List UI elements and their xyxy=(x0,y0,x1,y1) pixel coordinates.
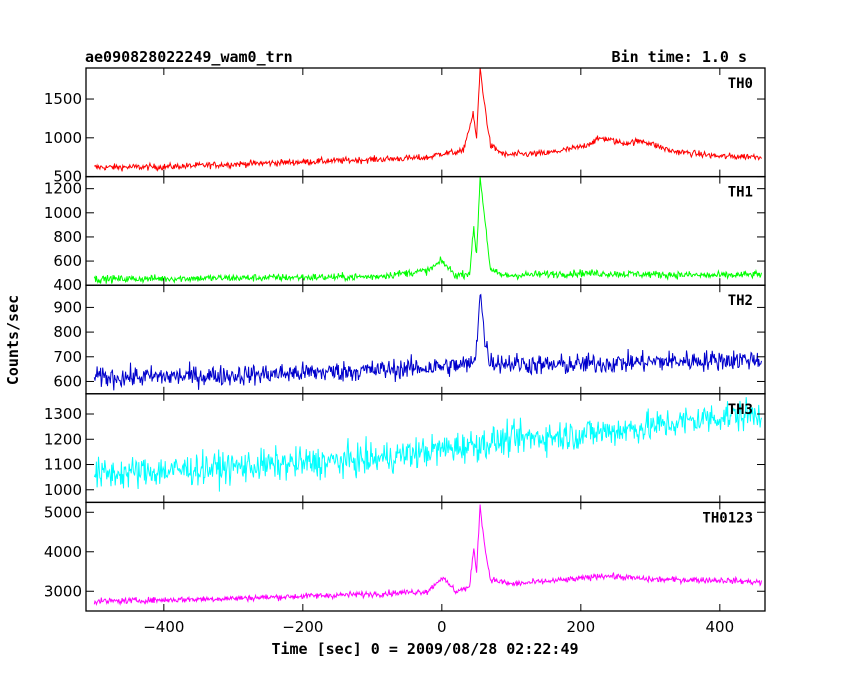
panel-label: TH2 xyxy=(728,293,753,309)
panels-group: 500 1000 1500 TH0 400 600 800 1000 1200 TH1 600 700… xyxy=(44,67,766,636)
y-tick-label: 1300 xyxy=(44,405,82,423)
y-tick-label: 500 xyxy=(53,168,82,186)
series-th0123 xyxy=(93,504,762,607)
y-tick-label: 3000 xyxy=(44,582,82,600)
y-tick-label: 600 xyxy=(53,252,82,270)
y-tick-label: 4000 xyxy=(44,543,82,561)
panel-th0: 500 1000 1500 TH0 xyxy=(44,67,766,186)
y-tick-label: 1500 xyxy=(44,90,82,108)
panel-frame xyxy=(85,284,766,395)
x-tick-label: −400 xyxy=(143,618,184,636)
series-th2 xyxy=(93,293,762,391)
y-tick-label: 1100 xyxy=(44,456,82,474)
x-tick-label: 200 xyxy=(567,618,596,636)
x-tick-label: 400 xyxy=(706,618,735,636)
chart-title: ae090828022249_wam0_trn xyxy=(85,48,293,66)
y-tick-label: 1200 xyxy=(44,180,82,198)
y-tick-label: 800 xyxy=(53,323,82,341)
y-tick-label: 1200 xyxy=(44,430,82,448)
panel-label: TH0123 xyxy=(702,510,753,526)
y-tick-label: 800 xyxy=(53,228,82,246)
bin-time-label: Bin time: 1.0 s xyxy=(612,48,747,66)
series-th3 xyxy=(93,397,762,492)
panel-th2: 600 700 800 900 TH2 xyxy=(53,284,766,395)
panel-label: TH0 xyxy=(728,76,753,92)
series-th1 xyxy=(93,176,762,285)
x-axis-label: Time [sec] 0 = 2009/08/28 02:22:49 xyxy=(271,640,578,658)
y-tick-label: 700 xyxy=(53,348,82,366)
panel-frame xyxy=(85,67,766,178)
x-tick-label: 0 xyxy=(437,618,447,636)
y-tick-label: 400 xyxy=(53,276,82,294)
y-tick-label: 1000 xyxy=(44,481,82,499)
y-axis-label: Counts/sec xyxy=(4,295,22,385)
y-tick-label: 1000 xyxy=(44,129,82,147)
panel-th1: 400 600 800 1000 1200 TH1 xyxy=(44,175,766,294)
y-tick-label: 1000 xyxy=(44,204,82,222)
y-tick-label: 5000 xyxy=(44,503,82,521)
panel-th0123: 3000 4000 5000 TH0123 xyxy=(44,501,766,612)
y-tick-label: 900 xyxy=(53,298,82,316)
series-th0 xyxy=(94,68,762,172)
panel-label: TH1 xyxy=(728,185,753,201)
panel-label: TH3 xyxy=(728,402,753,418)
y-tick-label: 600 xyxy=(53,372,82,390)
panel-frame xyxy=(85,501,766,612)
x-tick-label: −200 xyxy=(282,618,323,636)
panel-th3: 1000 1100 1200 1300 TH3 xyxy=(44,393,766,504)
